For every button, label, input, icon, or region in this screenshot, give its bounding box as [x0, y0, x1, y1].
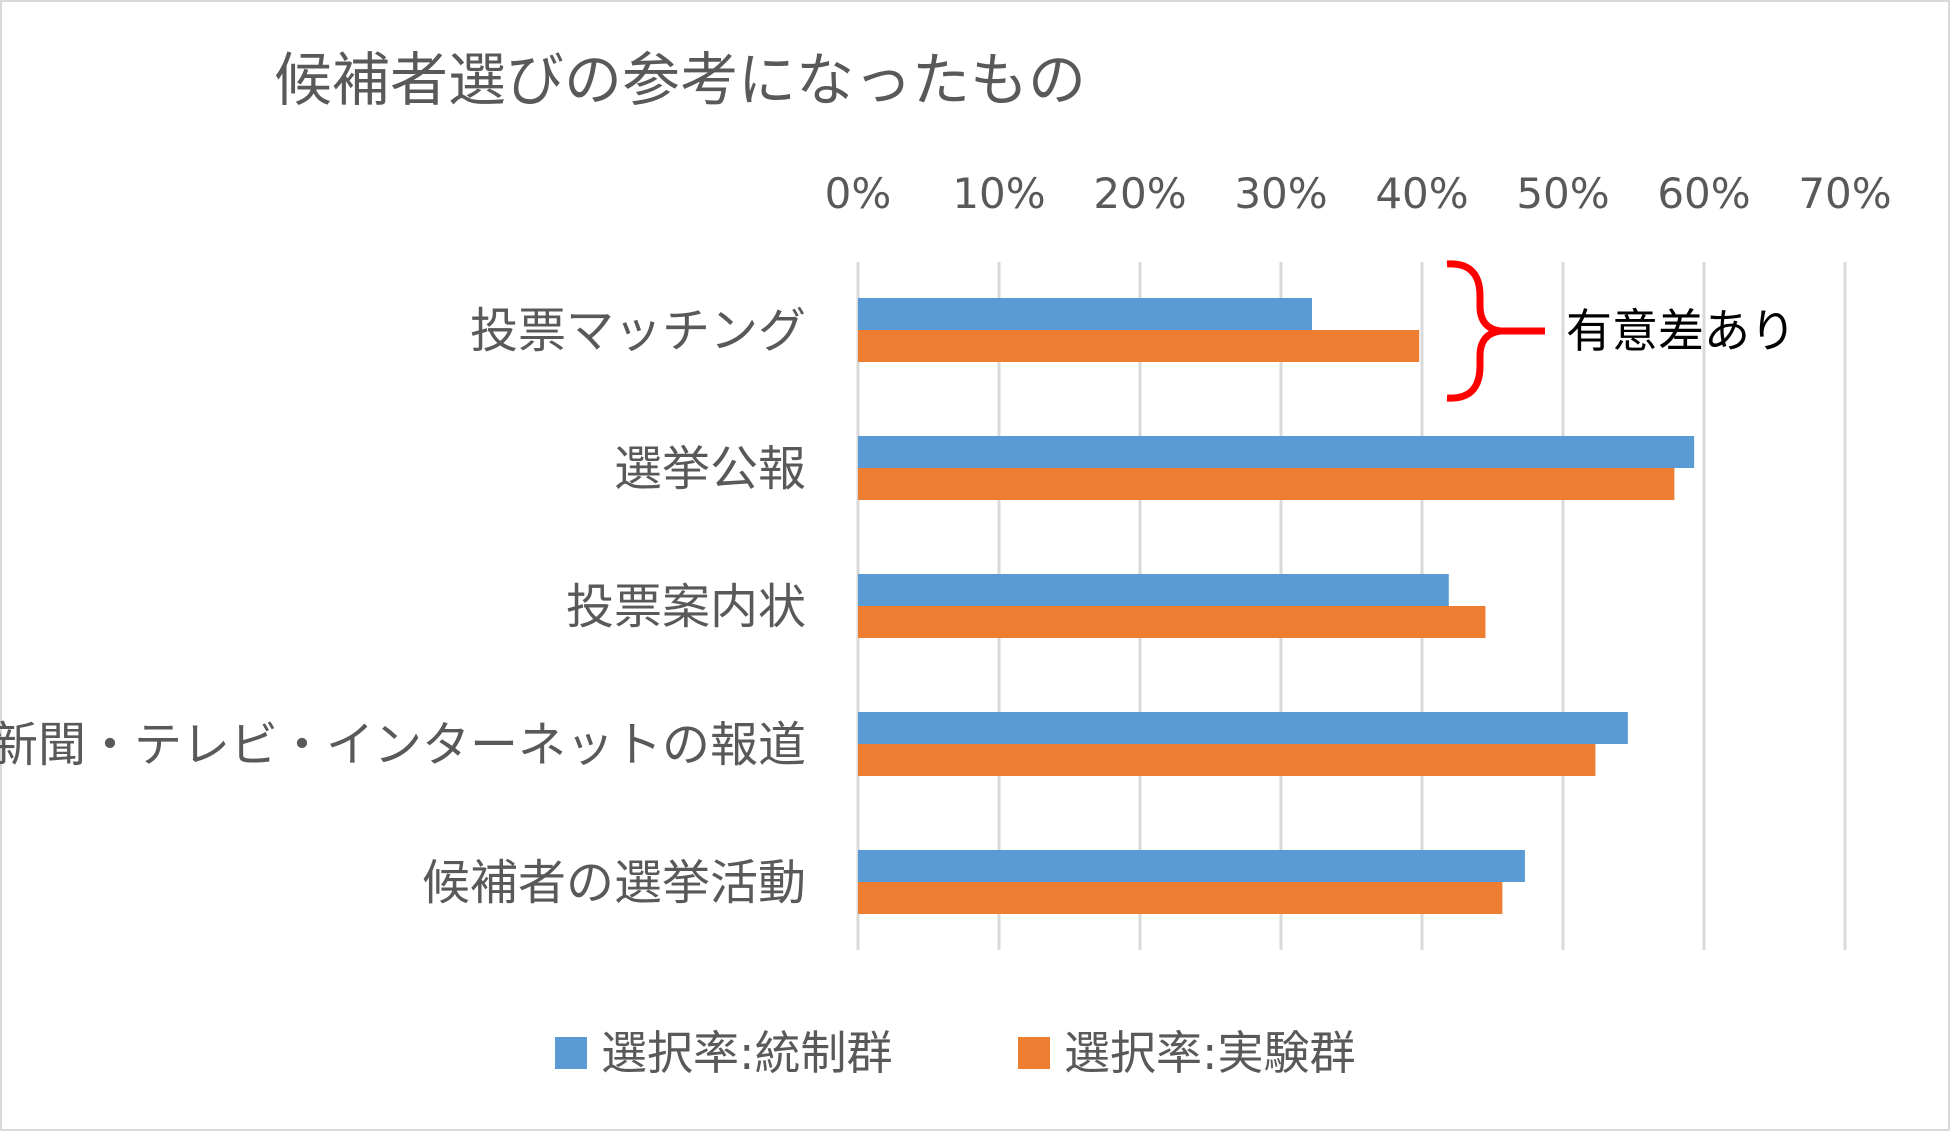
bar-experiment [858, 468, 1675, 500]
category-label: 新聞・テレビ・インターネットの報道 [0, 717, 806, 773]
legend: 選択率:統制群 選択率:実験群 [555, 1026, 1356, 1080]
category-label: 選挙公報 [614, 441, 806, 497]
bar-experiment [858, 330, 1420, 362]
bar-experiment [858, 744, 1596, 776]
category-labels: 投票マッチング選挙公報投票案内状新聞・テレビ・インターネットの報道候補者の選挙活… [0, 303, 806, 911]
bar-control [858, 436, 1695, 468]
x-tick-label: 0% [825, 169, 892, 218]
bar-control [858, 298, 1313, 330]
x-tick-label: 50% [1516, 169, 1609, 218]
x-tick-label: 70% [1798, 169, 1891, 218]
significance-bracket [1446, 260, 1545, 402]
legend-label: 選択率:実験群 [1064, 1026, 1356, 1080]
bar-control [858, 712, 1628, 744]
x-tick-label: 40% [1375, 169, 1468, 218]
x-tick-label: 30% [1234, 169, 1327, 218]
significance-label: 有意差あり [1566, 304, 1796, 358]
bar-control [858, 574, 1449, 606]
category-label: 投票マッチング [470, 303, 806, 359]
legend-label: 選択率:統制群 [601, 1026, 893, 1080]
x-tick-label: 60% [1657, 169, 1750, 218]
x-axis-ticks: 0% 10% 20% 30% 40% 50% 60% 70% [825, 169, 1892, 218]
x-tick-label: 10% [952, 169, 1045, 218]
legend-swatch [555, 1037, 587, 1069]
bar-control [858, 850, 1525, 882]
x-tick-label: 20% [1093, 169, 1186, 218]
legend-swatch [1018, 1037, 1050, 1069]
bar-experiment [858, 606, 1486, 638]
bars [858, 298, 1695, 914]
chart-title: 候補者選びの参考になったもの [274, 46, 1086, 114]
category-label: 候補者の選挙活動 [422, 855, 806, 911]
category-label: 投票案内状 [566, 579, 806, 635]
significance-annotation: 有意差あり [1446, 260, 1796, 402]
bar-experiment [858, 882, 1503, 914]
